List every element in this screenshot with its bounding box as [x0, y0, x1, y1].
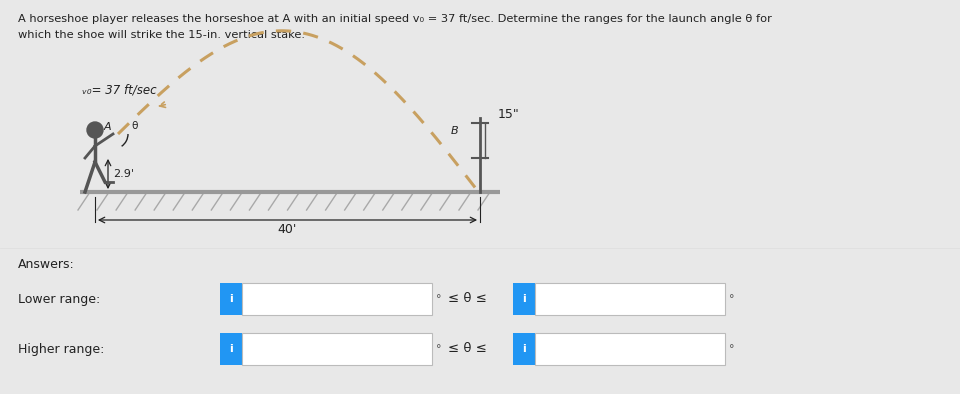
Bar — [220, 283, 242, 315]
Bar — [535, 333, 725, 365]
Text: Answers:: Answers: — [18, 258, 75, 271]
Bar — [513, 333, 535, 365]
Text: Lower range:: Lower range: — [18, 292, 100, 305]
Text: θ: θ — [131, 121, 137, 131]
Text: i: i — [229, 344, 233, 354]
Text: ᵥ₀= 37 ft/sec: ᵥ₀= 37 ft/sec — [82, 83, 156, 96]
Text: 40': 40' — [277, 223, 298, 236]
Text: °: ° — [436, 344, 442, 354]
Text: ≤ θ ≤: ≤ θ ≤ — [448, 292, 487, 305]
Text: which the shoe will strike the 15-in. vertical stake.: which the shoe will strike the 15-in. ve… — [18, 30, 305, 40]
Bar — [535, 283, 725, 315]
Text: °: ° — [729, 344, 734, 354]
Circle shape — [87, 122, 103, 138]
Text: ≤ θ ≤: ≤ θ ≤ — [448, 342, 487, 355]
Text: °: ° — [436, 294, 442, 304]
Bar — [242, 333, 432, 365]
Text: i: i — [522, 294, 526, 304]
Text: A: A — [104, 122, 111, 132]
Bar — [220, 333, 242, 365]
Text: °: ° — [729, 294, 734, 304]
Text: B: B — [450, 126, 458, 136]
Text: Higher range:: Higher range: — [18, 342, 105, 355]
Text: 2.9': 2.9' — [113, 169, 134, 179]
Bar — [242, 283, 432, 315]
Text: 15": 15" — [498, 108, 519, 121]
Text: i: i — [522, 344, 526, 354]
Text: A horseshoe player releases the horseshoe at A with an initial speed v₀ = 37 ft/: A horseshoe player releases the horsesho… — [18, 14, 772, 24]
Text: i: i — [229, 294, 233, 304]
Bar — [513, 283, 535, 315]
